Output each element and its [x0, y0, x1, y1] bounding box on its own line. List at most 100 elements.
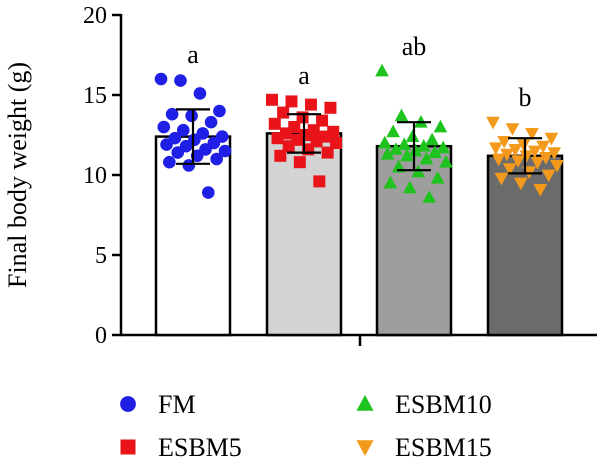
legend-marker-triangle-up-icon [356, 395, 374, 411]
legend-item-esbm5: ESBM5 [120, 433, 242, 459]
data-point-esbm10 [386, 124, 400, 138]
legend-marker-square-icon [120, 439, 136, 455]
data-point-esbm15 [516, 139, 531, 152]
data-point-fm [193, 87, 207, 100]
data-point-fm [174, 74, 187, 87]
y-tick-label: 0 [95, 323, 107, 349]
data-point-fm [176, 123, 190, 137]
data-point-esbm15 [491, 153, 506, 167]
data-point-esbm10 [408, 143, 423, 157]
data-point-esbm5 [321, 146, 334, 159]
data-point-esbm5 [266, 93, 278, 106]
data-point-esbm15 [519, 150, 534, 163]
data-point-esbm10 [433, 119, 448, 133]
data-point-esbm5 [277, 106, 290, 119]
data-point-esbm10 [402, 180, 417, 194]
data-point-esbm10 [394, 108, 409, 122]
data-point-esbm15 [508, 144, 523, 157]
data-point-fm [213, 104, 226, 118]
data-point-esbm10 [430, 171, 445, 184]
data-point-fm [218, 144, 232, 158]
significance-label-fm: a [187, 40, 199, 69]
data-point-esbm10 [389, 142, 403, 155]
bar-esbm5 [265, 132, 343, 337]
data-point-esbm10 [380, 147, 395, 160]
data-point-esbm15 [527, 145, 542, 159]
data-point-esbm5 [324, 101, 337, 114]
data-point-esbm15 [547, 147, 562, 160]
data-point-esbm15 [497, 136, 511, 149]
data-point-esbm5 [282, 140, 295, 153]
significance-label-esbm15: b [519, 83, 532, 112]
data-point-esbm15 [533, 184, 548, 197]
data-point-esbm15 [530, 156, 545, 170]
data-point-fm [171, 146, 184, 159]
data-point-fm [154, 72, 168, 86]
legend-label: FM [158, 390, 196, 419]
data-point-esbm15 [550, 160, 564, 173]
data-point-esbm10 [400, 148, 414, 162]
data-point-esbm10 [377, 135, 392, 149]
data-point-esbm15 [536, 140, 550, 154]
data-point-esbm10 [439, 155, 453, 168]
data-point-esbm10 [375, 63, 389, 77]
legend-label: ESBM5 [158, 433, 242, 459]
data-point-esbm15 [544, 132, 559, 146]
data-point-esbm10 [425, 132, 439, 146]
data-point-esbm15 [541, 169, 556, 183]
data-point-fm [157, 120, 171, 134]
data-point-esbm5 [330, 137, 342, 149]
legend-label: ESBM15 [395, 433, 492, 459]
axes: 0 5 10 15 20 [83, 3, 597, 349]
legend-label: ESBM10 [395, 390, 492, 419]
significance-label-esbm5: a [298, 61, 310, 90]
data-point-esbm10 [397, 137, 412, 150]
data-point-fm [204, 115, 218, 129]
legend-marker-triangle-down-icon [356, 440, 374, 456]
data-point-esbm5 [274, 149, 287, 162]
data-point-esbm5 [285, 95, 298, 108]
data-point-esbm5 [268, 117, 281, 130]
data-point-esbm5 [293, 156, 306, 169]
legend-item-esbm15: ESBM15 [356, 433, 492, 459]
data-point-esbm10 [405, 129, 420, 142]
data-point-esbm10 [436, 140, 451, 154]
data-point-esbm15 [511, 155, 525, 168]
significance-label-esbm10: ab [402, 32, 427, 61]
data-point-fm [202, 186, 215, 199]
data-point-esbm10 [419, 151, 434, 165]
data-point-esbm10 [383, 175, 398, 189]
data-point-esbm15 [494, 172, 509, 186]
data-point-esbm5 [279, 127, 292, 140]
y-tick-label: 20 [83, 3, 107, 29]
data-points [154, 63, 564, 203]
data-point-esbm15 [505, 123, 520, 136]
y-axis-title: Final body weight (g) [3, 62, 32, 288]
y-tick-label: 10 [83, 163, 107, 189]
data-point-fm [185, 109, 198, 123]
data-point-esbm15 [488, 142, 503, 155]
data-point-fm [160, 138, 173, 151]
bar-esbm15 [486, 154, 564, 337]
data-point-esbm15 [486, 116, 500, 130]
data-point-esbm10 [422, 190, 437, 203]
legend: FM ESBM10 ESBM5 ESBM15 [120, 390, 492, 459]
data-point-esbm5 [316, 114, 329, 127]
significance-labels: a a ab b [187, 32, 531, 112]
data-point-esbm15 [525, 128, 539, 141]
data-point-esbm15 [502, 163, 517, 176]
data-point-esbm15 [500, 148, 514, 162]
error-bars [176, 108, 542, 175]
data-point-fm [163, 155, 176, 169]
y-tick-label: 15 [83, 83, 107, 109]
data-point-esbm5 [271, 132, 284, 145]
legend-item-esbm10: ESBM10 [356, 390, 492, 419]
data-point-esbm15 [513, 177, 528, 191]
y-tick-label: 5 [95, 243, 107, 269]
data-point-fm [210, 152, 223, 166]
data-point-esbm5 [304, 98, 317, 111]
data-point-fm [165, 107, 179, 121]
legend-marker-circle-icon [120, 396, 136, 412]
data-point-esbm10 [428, 145, 442, 158]
